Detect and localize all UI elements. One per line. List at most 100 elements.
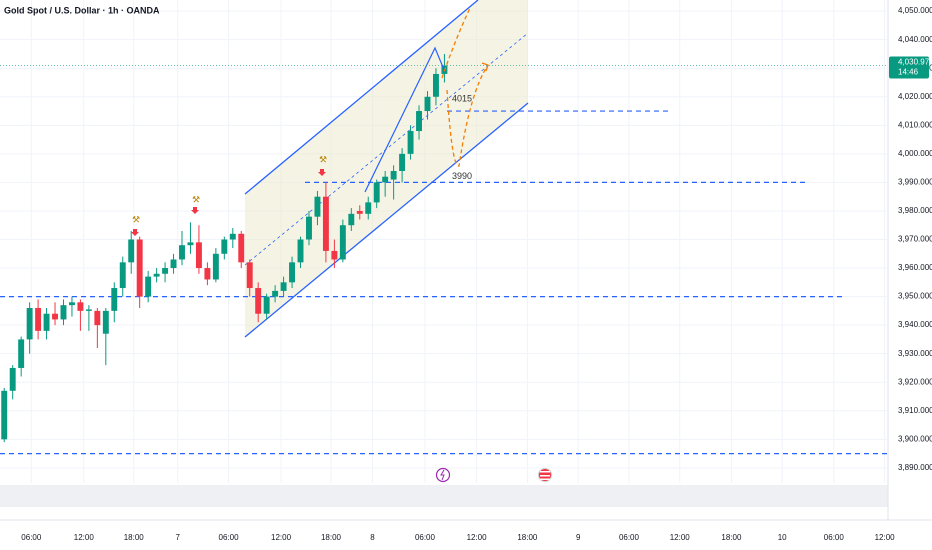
- candle-body: [187, 242, 194, 246]
- candle-body: [263, 296, 270, 314]
- candle-body: [204, 268, 211, 280]
- x-tick-label: 06:00: [619, 533, 640, 542]
- candle-body: [212, 253, 219, 280]
- candle-body: [195, 242, 202, 269]
- candle-body: [9, 367, 16, 391]
- candle-body: [255, 288, 262, 314]
- event-markers: ⚒ ⚒ ⚒: [131, 154, 552, 483]
- x-tick-label: 12:00: [467, 533, 488, 542]
- candle-body: [35, 308, 42, 331]
- signal-arrow: [131, 229, 139, 236]
- candle-body: [289, 262, 296, 283]
- candle-body: [306, 216, 312, 240]
- projection-up: [441, 7, 471, 79]
- candle-body: [373, 182, 380, 203]
- candle-body: [272, 290, 279, 297]
- x-tick-label: 12:00: [271, 533, 292, 542]
- y-tick-label: 3,890.000: [898, 463, 932, 472]
- x-tick-label: 8: [370, 533, 375, 542]
- y-tick-label: 3,990.000: [898, 178, 932, 187]
- flag-stripe: [540, 471, 550, 473]
- candle-body: [60, 305, 67, 320]
- candle-body: [77, 302, 84, 311]
- y-tick-label: 4,040.000: [898, 35, 932, 44]
- candle-body: [170, 259, 177, 269]
- candle-body: [68, 302, 75, 306]
- y-tick-label: 4,010.000: [898, 120, 932, 129]
- candle-body: [407, 131, 414, 154]
- axes: 3,890.000 3,900.000 3,910.000 3,920.000 3,93…: [0, 6, 932, 542]
- pane-separator: [0, 485, 888, 507]
- candle-body: [136, 239, 143, 297]
- flag-stripe: [540, 475, 550, 477]
- hammer-icon: ⚒: [132, 214, 140, 224]
- x-tick-label: 06:00: [824, 533, 845, 542]
- candle-body: [221, 239, 228, 254]
- channel-lower: [244, 102, 529, 338]
- y-tick-label: 3,980.000: [898, 206, 932, 215]
- x-tick-label: 12:00: [74, 533, 95, 542]
- candle-body: [432, 73, 439, 97]
- candle-body: [348, 213, 355, 226]
- level-label: 3990: [452, 171, 472, 181]
- candle-body: [322, 196, 329, 251]
- x-tick-label: 10: [778, 533, 787, 542]
- candle-body: [153, 273, 160, 277]
- candle-body: [1, 390, 8, 440]
- candle-body: [145, 276, 152, 297]
- y-tick-label: 3,940.000: [898, 320, 932, 329]
- candle-body: [416, 111, 422, 132]
- x-tick-label: 7: [176, 533, 181, 542]
- countdown-label: 14:46: [898, 68, 919, 77]
- candle-body: [339, 225, 346, 260]
- y-tick-label: 3,910.000: [898, 406, 932, 415]
- candle-body: [297, 239, 304, 263]
- hammer-icon: ⚒: [192, 194, 200, 204]
- x-tick-label: 18:00: [321, 533, 342, 542]
- hammer-icon: ⚒: [319, 154, 327, 164]
- candle-body: [128, 239, 135, 263]
- candle-body: [399, 153, 406, 171]
- channel-fill: [245, 0, 528, 337]
- y-tick-label: 3,960.000: [898, 263, 932, 272]
- wave-path: [364, 46, 446, 193]
- candle-body: [365, 202, 372, 214]
- level-label: 4015: [452, 93, 472, 103]
- x-tick-label: 18:00: [721, 533, 742, 542]
- candle-body: [382, 176, 389, 183]
- candle-body: [94, 310, 101, 326]
- signal-arrow: [191, 207, 199, 214]
- candle-body: [390, 170, 397, 180]
- candle-body: [331, 250, 338, 260]
- candle-body: [26, 308, 33, 340]
- y-tick-label: 4,000.000: [898, 149, 932, 158]
- dividend-glyph: [440, 469, 445, 481]
- levels: 4015 3990: [0, 93, 888, 455]
- projection-down-up: [446, 64, 489, 167]
- y-tick-label: 3,930.000: [898, 349, 932, 358]
- y-tick-label: 3,950.000: [898, 292, 932, 301]
- candle-body: [356, 210, 363, 214]
- candle-body: [52, 313, 58, 320]
- y-tick-label: 3,920.000: [898, 377, 932, 386]
- signal-arrow: [318, 169, 326, 176]
- candle-body: [179, 245, 185, 260]
- candle-body: [238, 233, 245, 263]
- chart-title: Gold Spot / U.S. Dollar · 1h · OANDA: [4, 5, 160, 15]
- y-tick-label: 4,050.000: [898, 6, 932, 15]
- x-tick-label: 12:00: [670, 533, 691, 542]
- candle-body: [162, 268, 169, 274]
- x-tick-label: 06:00: [21, 533, 42, 542]
- candle-body: [111, 288, 118, 311]
- candle-body: [43, 313, 50, 331]
- flag-stripe: [540, 478, 550, 480]
- x-tick-label: 9: [576, 533, 581, 542]
- candles: [1, 53, 448, 443]
- candle-body: [280, 282, 287, 291]
- channel-upper: [244, 0, 479, 195]
- candle-body: [229, 233, 236, 240]
- x-tick-label: 06:00: [219, 533, 240, 542]
- last-price-label: 4,030.975: [898, 58, 932, 67]
- candle-body: [424, 96, 431, 112]
